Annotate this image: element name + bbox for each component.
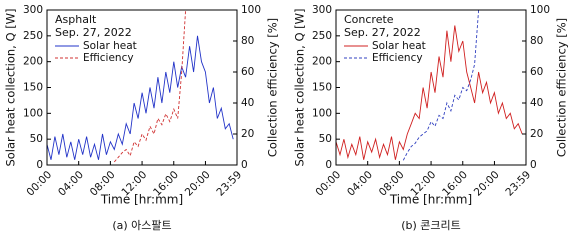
x-axis-label: Time [hr:mm] [389, 193, 472, 207]
x-tick-label: 04:00 [56, 169, 86, 199]
x-tick-label: 20:00 [472, 169, 502, 199]
y-tick-label: 300 [23, 4, 43, 16]
y-tick-label: 250 [23, 30, 43, 42]
annotation: Asphalt [55, 13, 97, 26]
x-tick-label: 04:00 [345, 169, 375, 199]
y2-tick-label: 80 [241, 35, 254, 47]
annotation: Sep. 27, 2022 [55, 26, 132, 39]
y-tick-label: 0 [36, 159, 43, 171]
y2-tick-label: 60 [241, 66, 254, 78]
y-tick-label: 50 [30, 133, 43, 145]
y-tick-label: 150 [312, 82, 332, 94]
y-tick-label: 200 [23, 56, 43, 68]
y-tick-label: 100 [23, 107, 43, 119]
y2-tick-label: 100 [241, 4, 261, 16]
x-tick-label: 00:00 [313, 169, 343, 199]
y2-tick-label: 80 [530, 35, 543, 47]
x-tick-label: 20:00 [183, 169, 213, 199]
series-line [46, 35, 234, 160]
y-tick-label: 50 [319, 133, 332, 145]
y2-tick-label: 60 [530, 66, 543, 78]
y2-tick-label: 0 [241, 159, 248, 171]
legend-label: Efficiency [372, 52, 423, 64]
x-axis-label: Time [hr:mm] [100, 193, 183, 207]
y2-tick-label: 100 [530, 4, 550, 16]
series-line [402, 9, 480, 161]
caption: (a) 아스팔트 [112, 219, 171, 232]
y-tick-label: 100 [312, 107, 332, 119]
y2-tick-label: 20 [530, 128, 543, 140]
y2-tick-label: 0 [530, 159, 537, 171]
y2-tick-label: 40 [530, 97, 543, 109]
legend-label: Solar heat [83, 40, 137, 52]
y-tick-label: 250 [312, 30, 332, 42]
annotation: Concrete [344, 13, 394, 26]
y2-tick-label: 40 [241, 97, 254, 109]
y2-axis-label: Collection efficiency [%] [555, 18, 569, 157]
y-axis-label: Solar heat collection, Q [W] [4, 8, 18, 166]
caption: (b) 콘크리트 [401, 219, 461, 232]
y-axis-label: Solar heat collection, Q [W] [293, 8, 307, 166]
y-tick-label: 150 [23, 82, 43, 94]
x-tick-label: 23:59 [503, 169, 533, 199]
y2-tick-label: 20 [241, 128, 254, 140]
x-tick-label: 23:59 [214, 169, 244, 199]
annotation: Sep. 27, 2022 [344, 26, 421, 39]
x-tick-label: 00:00 [24, 169, 54, 199]
y-tick-label: 300 [312, 4, 332, 16]
legend-label: Efficiency [83, 52, 134, 64]
y2-axis-label: Collection efficiency [%] [266, 18, 280, 157]
series-line [335, 25, 523, 160]
legend-label: Solar heat [372, 40, 426, 52]
y-tick-label: 200 [312, 56, 332, 68]
y-tick-label: 0 [325, 159, 332, 171]
